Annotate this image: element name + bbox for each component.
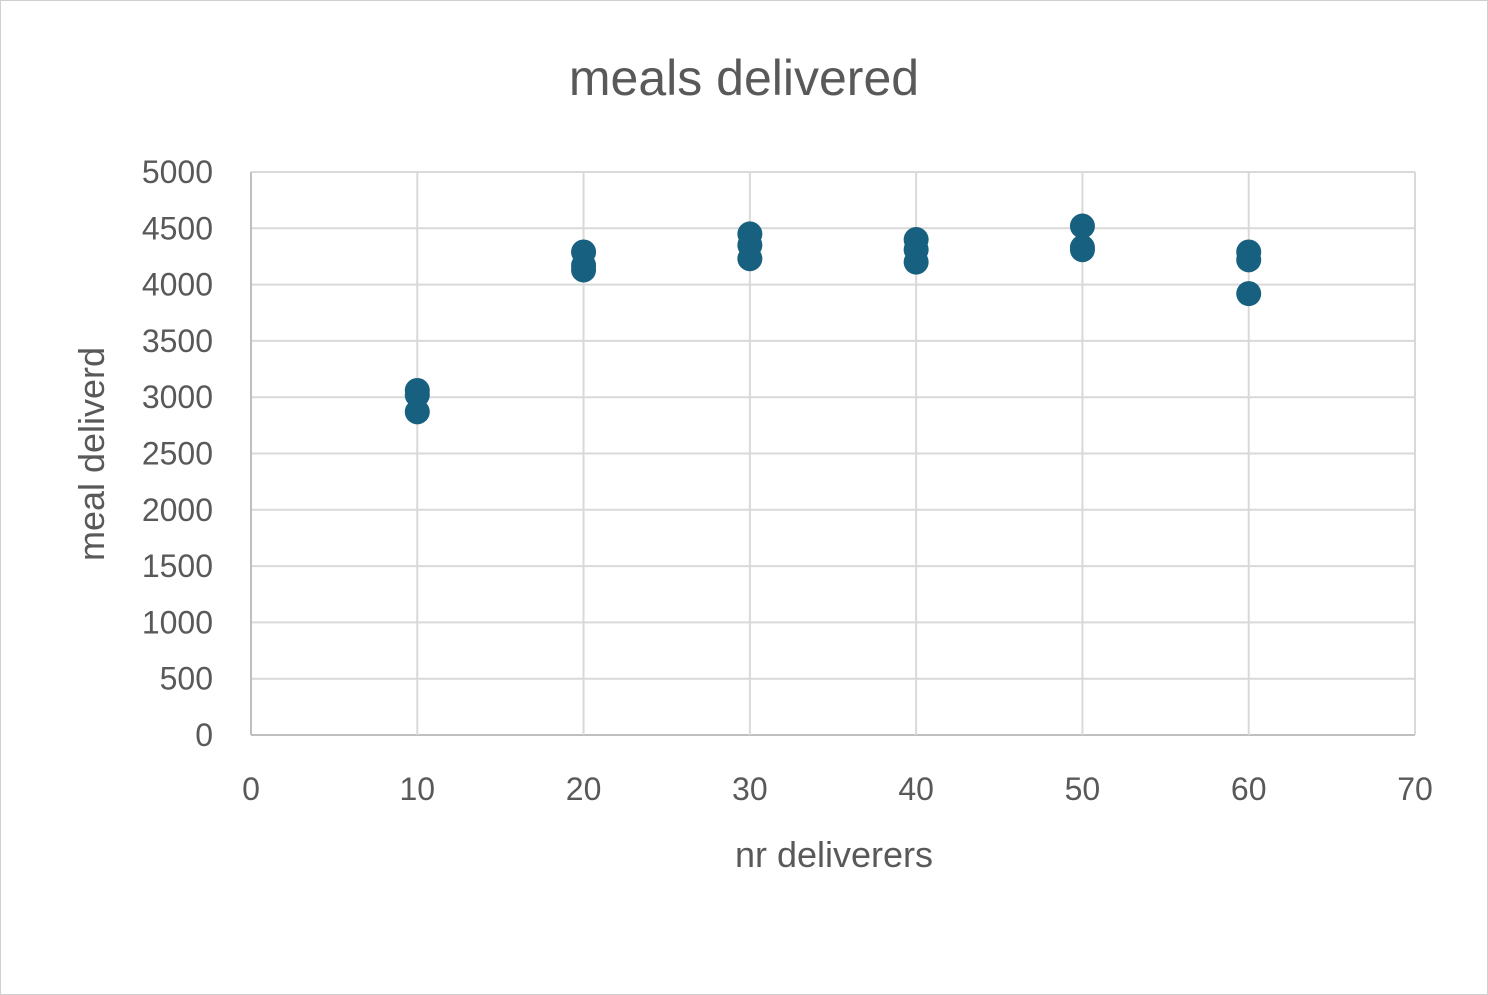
y-tick-label: 2000 bbox=[142, 492, 213, 528]
y-tick-label: 500 bbox=[160, 661, 213, 697]
y-tick-label: 2500 bbox=[142, 436, 213, 472]
y-tick-label: 1000 bbox=[142, 604, 213, 640]
y-tick-label: 4000 bbox=[142, 267, 213, 303]
x-tick-label: 30 bbox=[732, 771, 768, 807]
y-tick-label: 1500 bbox=[142, 548, 213, 584]
x-tick-label: 50 bbox=[1065, 771, 1101, 807]
data-point bbox=[903, 249, 929, 275]
data-point bbox=[1069, 213, 1095, 239]
chart-title: meals delivered bbox=[569, 50, 919, 106]
data-point bbox=[737, 246, 763, 272]
x-tick-label: 10 bbox=[399, 771, 435, 807]
x-tick-label: 70 bbox=[1397, 771, 1433, 807]
data-point bbox=[404, 399, 430, 425]
data-point bbox=[1236, 247, 1262, 273]
y-tick-label: 3000 bbox=[142, 379, 213, 415]
y-axis-title: meal deliverd bbox=[71, 347, 112, 561]
data-points bbox=[404, 213, 1262, 425]
x-tick-label: 60 bbox=[1231, 771, 1267, 807]
data-point bbox=[1069, 237, 1095, 263]
x-axis-title: nr deliverers bbox=[735, 834, 933, 875]
data-point bbox=[1236, 281, 1262, 307]
y-tick-label: 0 bbox=[195, 717, 213, 753]
x-tick-label: 20 bbox=[566, 771, 602, 807]
x-tick-label: 40 bbox=[898, 771, 934, 807]
y-tick-label: 5000 bbox=[142, 154, 213, 190]
data-point bbox=[571, 257, 597, 283]
tick-labels: 0500100015002000250030003500400045005000… bbox=[142, 154, 1433, 807]
y-tick-label: 3500 bbox=[142, 323, 213, 359]
y-tick-label: 4500 bbox=[142, 210, 213, 246]
x-tick-label: 0 bbox=[242, 771, 260, 807]
grid-layer bbox=[250, 171, 1416, 736]
